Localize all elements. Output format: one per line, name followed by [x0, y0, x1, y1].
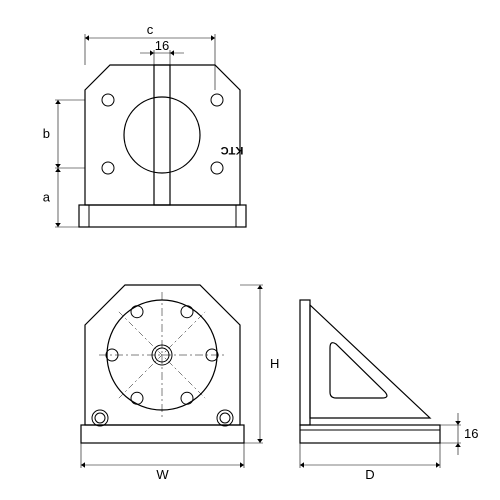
svg-text:16: 16 [155, 38, 169, 53]
svg-text:16: 16 [464, 426, 478, 441]
svg-text:H: H [270, 356, 279, 371]
svg-text:KTC: KTC [221, 144, 244, 156]
svg-text:b: b [43, 126, 50, 141]
svg-text:W: W [156, 467, 169, 482]
svg-text:a: a [43, 190, 51, 205]
svg-text:c: c [147, 22, 154, 37]
svg-text:D: D [365, 467, 374, 482]
